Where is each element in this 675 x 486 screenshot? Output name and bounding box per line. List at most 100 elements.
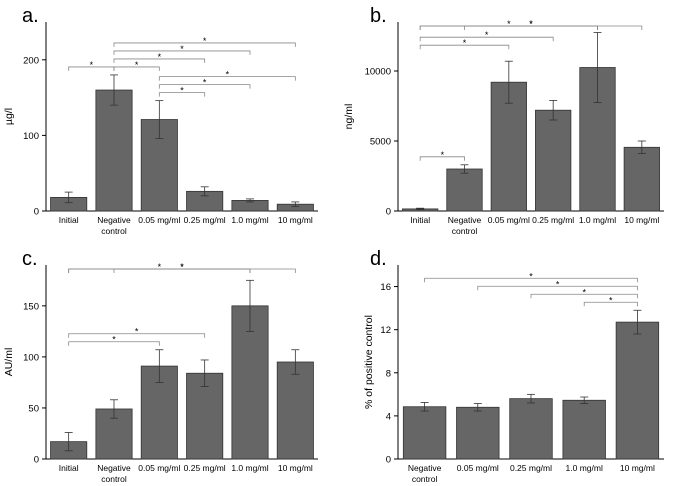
x-tick-label: 0.25 mg/ml <box>184 215 226 225</box>
x-tick-label: 0.05 mg/ml <box>488 215 530 225</box>
bar <box>623 146 660 212</box>
significance-star: * <box>556 279 560 289</box>
significance-star: * <box>180 262 184 272</box>
y-tick-label: 16 <box>380 282 391 293</box>
x-tick-label: Initial <box>59 215 79 225</box>
significance-star: * <box>135 327 139 337</box>
x-tick-label: 10 mg/ml <box>278 463 313 473</box>
significance-star: * <box>609 295 613 305</box>
y-tick-label: 100 <box>23 131 39 142</box>
x-tick-label: 10 mg/ml <box>278 215 313 225</box>
panel-label: d. <box>370 248 387 270</box>
significance-star: * <box>135 60 139 70</box>
significance-bracket <box>113 50 251 55</box>
significance-star: * <box>507 19 511 29</box>
y-tick-label: 150 <box>23 301 39 312</box>
y-tick-label: 0 <box>34 455 39 466</box>
significance-bracket <box>113 58 206 63</box>
bar <box>456 406 500 460</box>
x-tick-label: 0.05 mg/ml <box>138 463 180 473</box>
chart-panel-2: b. 0 5000 10000 ng/ml Initial Negative control 0… <box>343 5 664 236</box>
bar <box>95 89 133 212</box>
y-tick-label: 5000 <box>370 137 391 148</box>
significance-star: * <box>226 70 230 80</box>
significance-bracket <box>68 341 160 346</box>
significance-star: * <box>180 44 184 54</box>
significance-bracket <box>158 84 251 89</box>
significance-star: * <box>529 19 533 29</box>
y-tick-label: 10000 <box>365 67 391 78</box>
y-tick-label: 12 <box>380 325 391 336</box>
significance-bracket <box>477 285 638 291</box>
panel-label: c. <box>22 248 38 270</box>
significance-star: * <box>180 86 184 96</box>
significance-star: * <box>203 78 207 88</box>
significance-star: * <box>582 287 586 297</box>
panel-label: b. <box>370 5 387 27</box>
y-tick-label: 0 <box>386 455 391 466</box>
x-tick-label: Initial <box>410 215 430 225</box>
x-tick-label: Negative control <box>448 215 482 236</box>
y-tick-label: 200 <box>23 55 39 66</box>
significance-bracket <box>158 76 296 81</box>
chart-panel-3: c. 0 50 100 150 AU/ml Initial Negative control 0.… <box>3 248 318 484</box>
y-axis-label: ng/ml <box>343 104 355 130</box>
x-tick-label: 10 mg/ml <box>620 463 655 473</box>
y-axis-label: % of positive control <box>363 315 375 409</box>
bar <box>509 398 553 460</box>
chart-panel-4: d. 0 4 8 12 16 % of positive control Negative co… <box>363 248 664 484</box>
significance-star: * <box>112 335 116 345</box>
significance-star: * <box>485 30 489 40</box>
y-tick-label: 0 <box>386 207 391 218</box>
x-tick-label: 10 mg/ml <box>624 215 659 225</box>
x-tick-label: Negative control <box>97 463 131 484</box>
x-tick-label: 0.25 mg/ml <box>184 463 226 473</box>
significance-bracket <box>113 66 160 71</box>
significance-bracket <box>113 268 251 273</box>
y-tick-label: 8 <box>386 368 391 379</box>
x-tick-label: 0.25 mg/ml <box>510 463 552 473</box>
significance-bracket <box>583 301 638 307</box>
panel-label: a. <box>22 5 39 27</box>
x-tick-label: 0.05 mg/ml <box>457 463 499 473</box>
significance-bracket <box>419 36 554 42</box>
x-tick-label: Negative control <box>97 215 131 236</box>
y-tick-label: 50 <box>28 403 39 414</box>
bar <box>535 109 572 212</box>
y-tick-label: 100 <box>23 352 39 363</box>
y-tick-label: 4 <box>386 411 391 422</box>
significance-star: * <box>529 19 533 29</box>
significance-bracket <box>424 277 638 283</box>
bar <box>562 399 606 460</box>
significance-bracket <box>419 156 465 161</box>
x-tick-label: 1.0 mg/ml <box>231 463 268 473</box>
significance-bracket <box>68 333 206 338</box>
significance-star: * <box>463 38 467 48</box>
x-tick-label: 0.25 mg/ml <box>532 215 574 225</box>
chart-panel-1: a. 0 100 200 µg/l Initial Negative control 0.05 … <box>3 5 318 236</box>
x-tick-label: 0.05 mg/ml <box>138 215 180 225</box>
significance-bracket <box>419 44 510 50</box>
significance-bracket <box>530 293 638 299</box>
significance-star: * <box>441 150 445 160</box>
bar <box>402 406 447 460</box>
significance-star: * <box>180 262 184 272</box>
y-axis-label: µg/l <box>3 108 15 125</box>
bar <box>276 361 314 460</box>
significance-star: * <box>158 52 162 62</box>
significance-star: * <box>529 271 533 281</box>
significance-star: * <box>203 36 207 46</box>
x-tick-label: 1.0 mg/ml <box>566 463 603 473</box>
y-axis-label: AU/ml <box>3 348 15 377</box>
x-tick-label: Negative control <box>408 463 442 484</box>
x-tick-label: Initial <box>59 463 79 473</box>
x-tick-label: 1.0 mg/ml <box>579 215 616 225</box>
x-tick-label: 1.0 mg/ml <box>231 215 268 225</box>
y-tick-label: 0 <box>34 207 39 218</box>
significance-star: * <box>158 262 162 272</box>
significance-bracket <box>464 25 598 30</box>
bar <box>615 321 660 460</box>
bar <box>186 372 224 460</box>
significance-star: * <box>90 60 94 70</box>
